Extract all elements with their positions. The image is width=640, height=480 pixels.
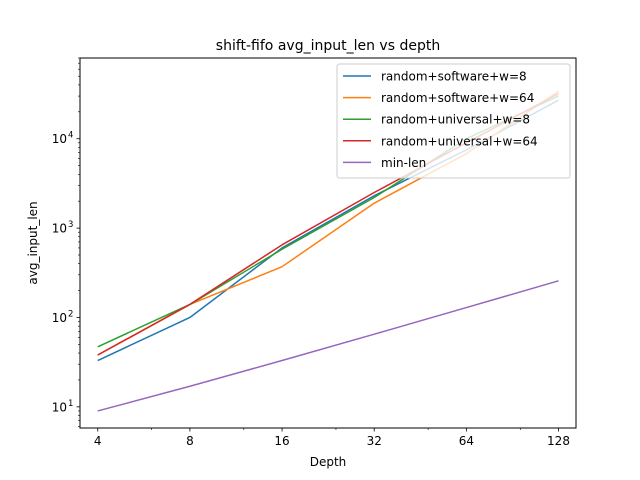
y-tick-label: 10 — [52, 132, 67, 146]
y-tick-exponent: 4 — [68, 131, 73, 141]
legend-label: min-len — [381, 156, 426, 170]
x-tick-label: 4 — [94, 434, 102, 448]
plot-frame — [79, 57, 577, 429]
x-axis-label: Depth — [310, 455, 347, 469]
y-tick-label: 10 — [52, 400, 67, 414]
legend-label: random+universal+w=8 — [381, 113, 530, 127]
x-tick-label: 32 — [367, 434, 382, 448]
x-tick-label: 128 — [547, 434, 570, 448]
x-tick-label: 64 — [459, 434, 474, 448]
y-tick-exponent: 1 — [68, 399, 73, 409]
legend: random+software+w=8 random+software+w=64 r… — [336, 63, 571, 179]
y-axis-label: avg_input_len — [26, 201, 40, 284]
y-tick-label: 10 — [52, 222, 67, 236]
legend-label: random+software+w=64 — [381, 91, 534, 105]
legend-box — [336, 63, 571, 179]
y-tick-label: 10 — [52, 311, 67, 325]
x-tick-label: 8 — [186, 434, 194, 448]
chart-title: shift-fifo avg_input_len vs depth — [216, 38, 440, 54]
x-tick-label: 16 — [274, 434, 289, 448]
series-line-4 — [97, 280, 559, 412]
legend-label: random+universal+w=64 — [381, 134, 538, 148]
legend-label: random+software+w=8 — [381, 70, 527, 84]
y-tick-exponent: 2 — [68, 309, 73, 319]
y-tick-exponent: 3 — [68, 220, 73, 230]
